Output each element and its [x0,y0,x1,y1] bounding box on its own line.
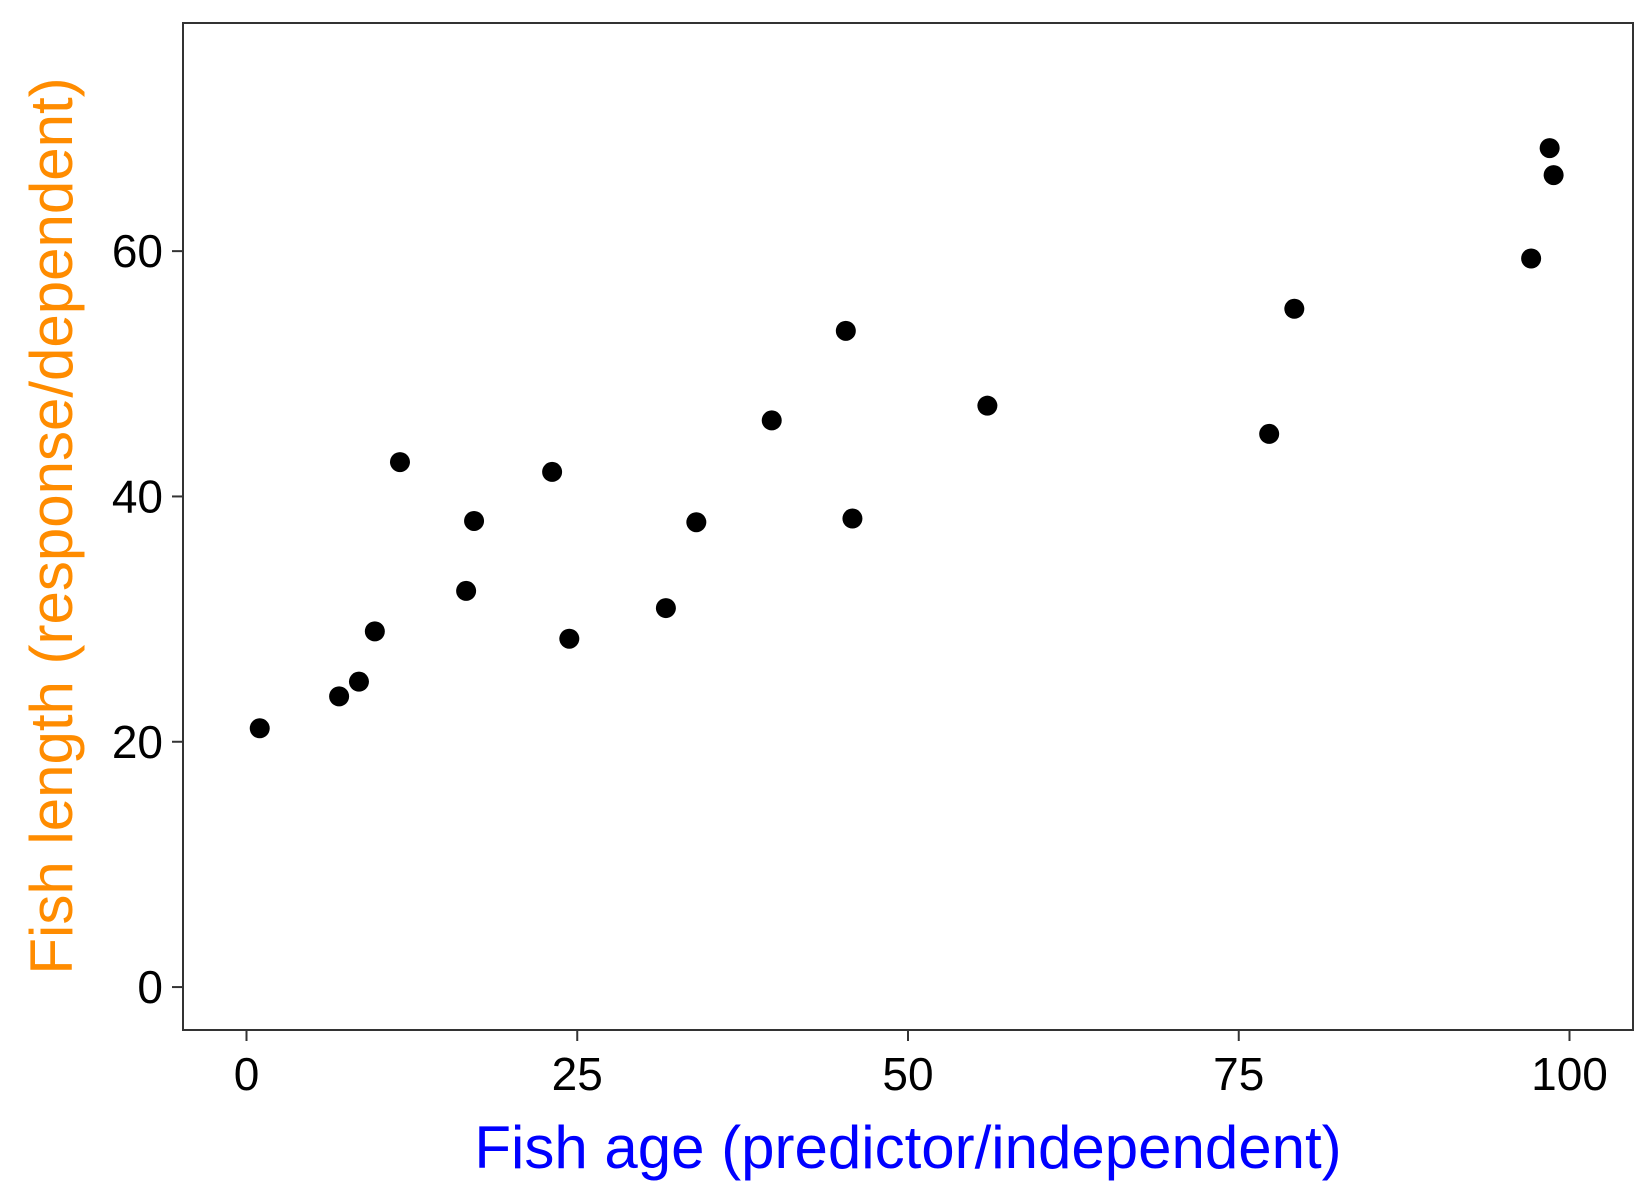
x-axis: 0 25 50 75 100 [234,1030,1608,1100]
y-tick-label-0: 0 [137,961,163,1013]
data-point-16 [1259,423,1280,444]
data-point-11 [686,512,707,533]
data-point-14 [842,508,863,529]
data-point-12 [761,410,782,431]
x-axis-title: Fish age (predictor/independent) [474,1114,1341,1181]
y-tick-label-40: 40 [112,470,163,522]
plot-panel [182,22,1634,1031]
data-point-3 [348,671,369,692]
data-point-1 [249,718,270,739]
data-point-4 [364,621,385,642]
x-tick-label-100: 100 [1531,1048,1608,1100]
x-tick-label-25: 25 [552,1048,603,1100]
y-tick-label-60: 60 [112,225,163,277]
x-tick-label-50: 50 [882,1048,933,1100]
data-point-18 [1521,248,1542,269]
data-point-20 [1543,165,1564,186]
data-points [249,138,1564,739]
x-tick-label-0: 0 [234,1048,260,1100]
data-point-13 [835,320,856,341]
data-point-15 [977,395,998,416]
data-point-5 [389,452,410,473]
y-axis: 0 20 40 60 [112,225,183,1013]
data-point-7 [464,510,485,531]
y-tick-label-20: 20 [112,716,163,768]
data-point-17 [1284,298,1305,319]
data-point-6 [456,580,477,601]
data-point-10 [655,598,676,619]
data-point-19 [1539,138,1560,159]
data-point-2 [329,686,350,707]
data-point-9 [559,628,580,649]
data-point-8 [542,461,563,482]
y-axis-title: Fish length (response/dependent) [18,77,85,974]
x-tick-label-75: 75 [1213,1048,1264,1100]
